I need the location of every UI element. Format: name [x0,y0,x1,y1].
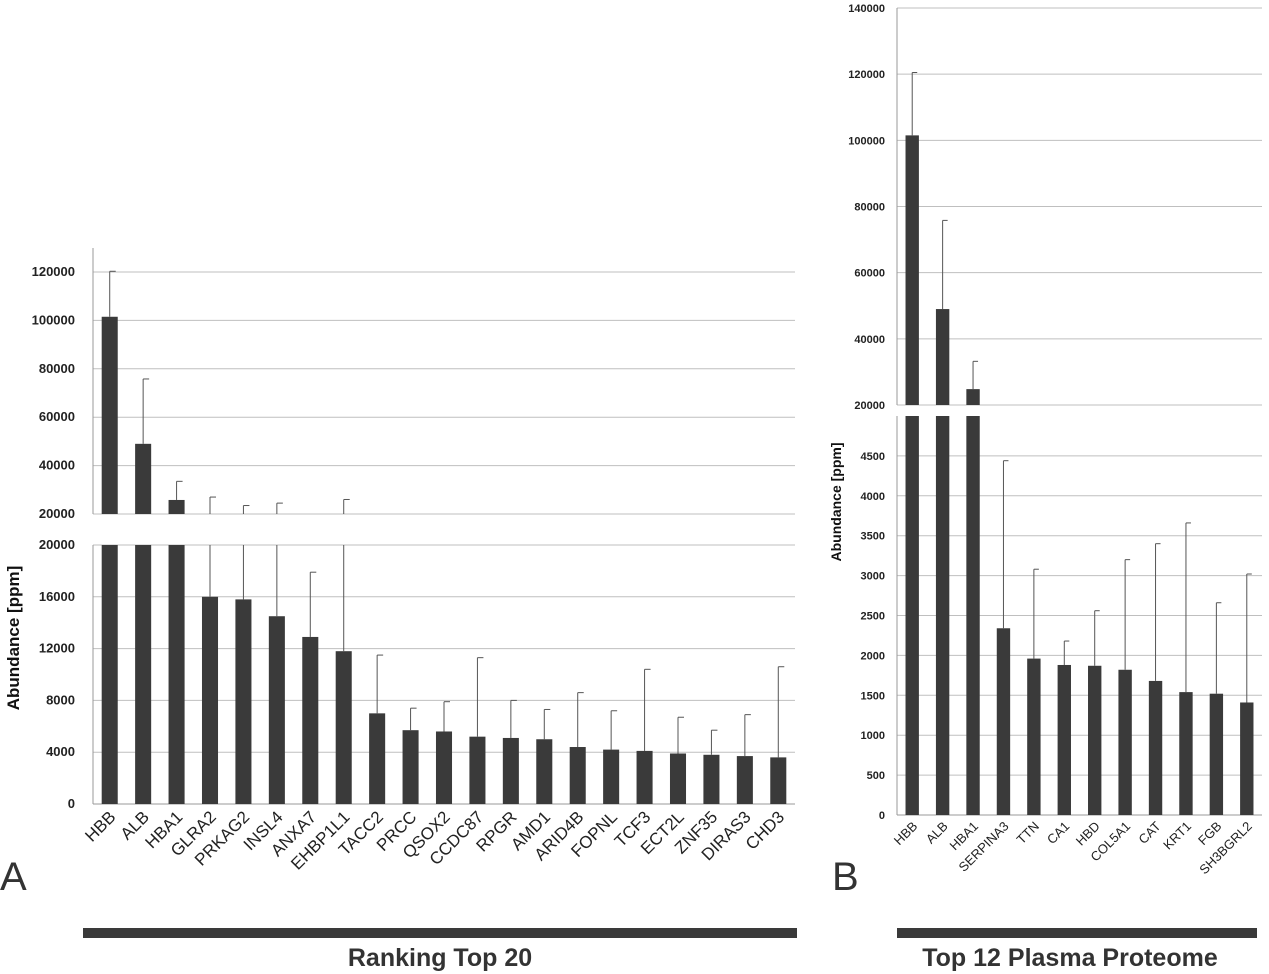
panel-label-b: B [832,855,859,899]
y-tick-label: 8000 [46,692,75,707]
bar [1179,692,1193,815]
bar [235,599,252,804]
chart-a: 0 4000 8000 12000 16000 20000 20000 40000 60000 8… [4,248,795,874]
x-tick-label: TTN [1014,819,1042,847]
y-tick-label: 3000 [861,571,885,583]
bar [770,757,787,804]
y-tick-label: 1500 [861,690,885,702]
y-tick-label: 2500 [861,611,885,623]
bar-upper [966,389,980,405]
y-tick-label: 1000 [861,730,885,742]
bar [435,731,453,804]
bar [1118,669,1132,815]
ranking-title: Ranking Top 20 [348,944,532,972]
bar-upper [101,316,118,514]
y-tick-label: 100000 [848,135,885,147]
bar [302,636,319,804]
y-tick-label: 4000 [861,491,885,503]
y-axis-label: Abundance [ppm] [4,566,23,711]
bar-upper [935,309,950,405]
y-tick-label: 20000 [39,506,75,521]
bar-upper [135,443,152,514]
y-tick-label: 140000 [848,3,885,15]
y-tick-label: 500 [867,770,885,782]
y-tick-label: 4000 [46,744,75,759]
bar [168,545,185,804]
y-tick-label: 80000 [39,361,75,376]
y-tick-label: 40000 [854,334,885,346]
y-tick-label: 16000 [39,589,75,604]
x-tick-label: HBB [81,807,119,845]
y-tick-label: 2000 [861,650,885,662]
bar [335,651,352,804]
bar-upper [168,499,185,514]
plasma-bracket-bar [897,928,1257,938]
x-tick-label: CA1 [1044,819,1072,847]
bar [536,739,553,804]
bar [966,416,980,815]
bar [469,736,486,804]
y-tick-label: 0 [68,796,75,811]
bar [1057,664,1071,815]
bar [135,545,152,804]
y-axis-label: Abundance [ppm] [828,443,844,562]
bar [1148,680,1163,815]
y-tick-label: 0 [879,810,885,822]
y-tick-label: 60000 [39,409,75,424]
bar [268,616,285,804]
x-tick-label: KRT1 [1160,819,1194,853]
bar [101,545,118,804]
bar [905,416,919,815]
bar [736,756,753,804]
y-tick-label: 4500 [861,451,885,463]
bar-upper [905,135,919,405]
y-tick-label: 3500 [861,531,885,543]
ranking-bracket-bar [83,928,797,938]
panel-label-a: A [0,855,27,899]
bar [935,416,950,815]
y-tick-label: 60000 [854,268,885,280]
y-tick-label: 20000 [39,537,75,552]
bar [1240,702,1254,815]
y-tick-label: 120000 [848,69,885,81]
x-tick-label: HBB [891,819,921,849]
bar [1027,658,1041,815]
bar [603,749,620,804]
bar [996,628,1011,815]
y-tick-label: 12000 [39,641,75,656]
bar [669,753,687,804]
chart-b: 0 500 1000 1500 2000 2500 3000 3500 4000 4500 2000… [828,3,1262,877]
y-tick-label: 120000 [32,264,75,279]
bar [703,754,720,804]
bar [1088,665,1102,815]
x-tick-label: CAT [1135,818,1163,846]
bar [1209,693,1224,815]
y-tick-label: 20000 [854,400,885,412]
bar [369,713,386,804]
bar [636,750,653,804]
y-tick-label: 100000 [32,312,75,327]
bar [402,730,419,804]
bar [569,747,586,804]
y-tick-label: 80000 [854,202,885,214]
bar [502,737,519,804]
plasma-title: Top 12 Plasma Proteome [922,944,1218,972]
x-tick-label: CHD3 [742,807,788,853]
bar [201,596,219,804]
y-tick-label: 40000 [39,458,75,473]
